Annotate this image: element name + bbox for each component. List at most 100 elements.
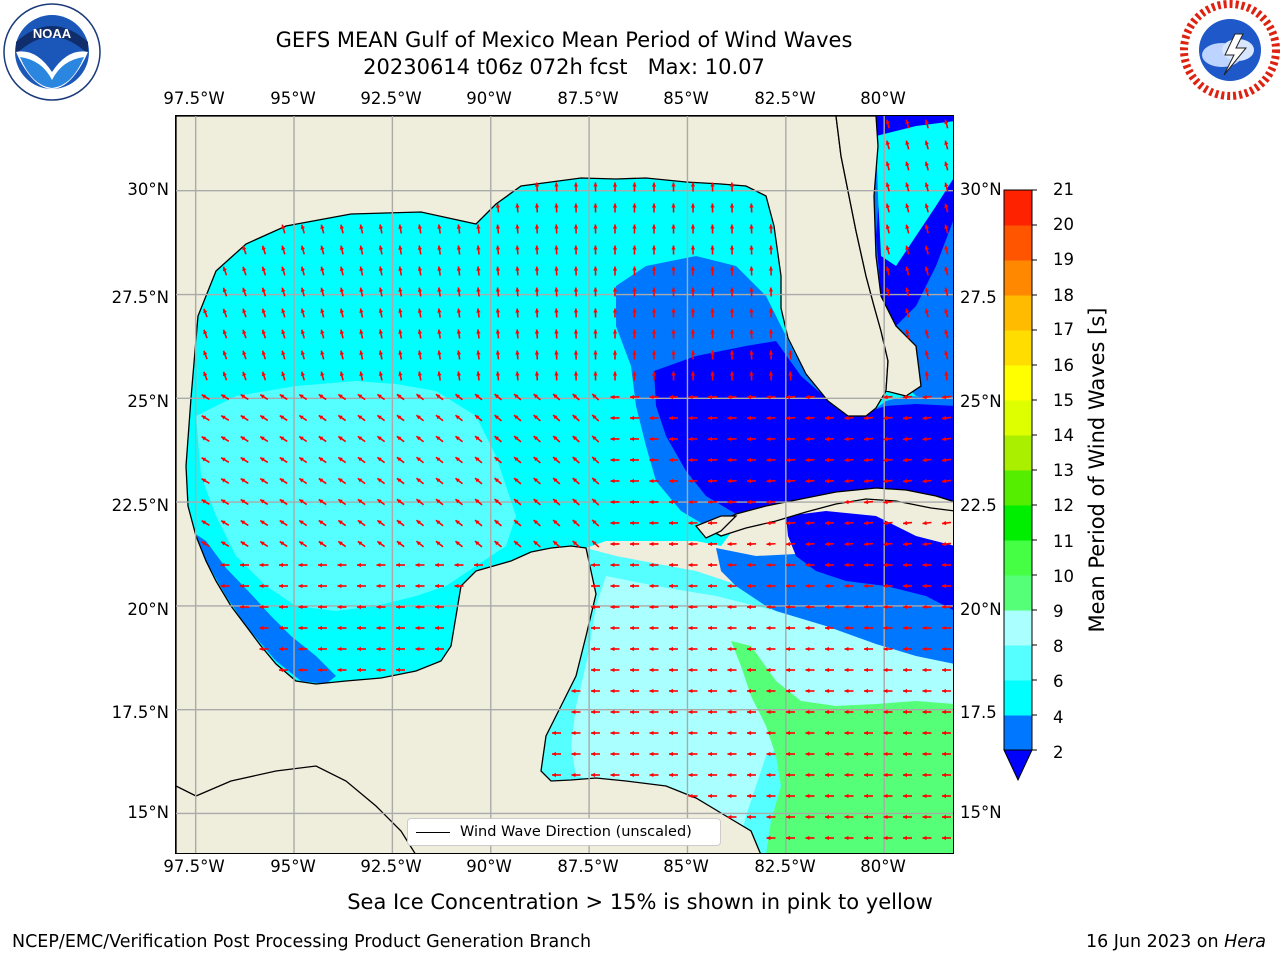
wind-arrow-head xyxy=(903,436,908,442)
wind-arrow-head xyxy=(221,457,226,462)
wind-arrow-head xyxy=(805,709,810,715)
wind-arrow-head xyxy=(514,457,519,462)
wind-arrow-head xyxy=(337,604,342,610)
wind-arrow-head xyxy=(922,688,927,694)
wind-arrow-head xyxy=(201,478,207,483)
wind-arrow-head xyxy=(671,371,676,376)
wind-arrow-head xyxy=(690,245,696,250)
wind-arrow-head xyxy=(690,203,696,208)
wind-arrow-head xyxy=(357,415,363,420)
wind-arrow-head xyxy=(766,583,771,589)
wind-arrow-head xyxy=(885,161,890,167)
wind-arrow-head xyxy=(300,287,305,293)
wind-arrow-head xyxy=(671,287,676,292)
wind-arrow-head xyxy=(591,625,595,631)
wind-arrow-head xyxy=(435,520,441,525)
wind-arrow-head xyxy=(669,520,674,526)
atlantic-light xyxy=(876,121,953,266)
wind-arrow-head xyxy=(299,499,304,504)
wind-arrow-head xyxy=(612,266,618,271)
wind-arrow-head xyxy=(259,604,264,610)
wind-arrow-head xyxy=(221,520,226,525)
wind-arrow-head xyxy=(553,499,558,504)
wind-arrow-head xyxy=(942,478,947,484)
wind-arrow-head xyxy=(649,730,654,736)
wind-arrow-head xyxy=(553,415,558,420)
footer-date: 16 Jun 2023 on Hera xyxy=(1086,932,1266,952)
wind-arrow-head xyxy=(357,520,363,525)
wind-arrow-head xyxy=(924,182,929,188)
wind-arrow-head xyxy=(688,604,693,610)
wind-arrow-head xyxy=(749,329,754,334)
wind-arrow-head xyxy=(710,245,715,250)
wind-arrow-head xyxy=(649,436,654,442)
wind-arrow-head xyxy=(456,224,462,229)
wind-arrow-head xyxy=(203,329,208,335)
wind-arrow-head xyxy=(610,394,615,400)
wind-arrow-head xyxy=(377,541,382,546)
wind-arrow-head xyxy=(649,688,654,694)
wind-arrow-head xyxy=(786,436,791,442)
wind-arrow-head xyxy=(924,371,930,376)
wind-arrow-head xyxy=(844,730,849,736)
wind-arrow-head xyxy=(357,562,361,568)
wind-arrow-head xyxy=(844,541,849,547)
wind-arrow-head xyxy=(495,287,501,292)
wind-arrow-head xyxy=(320,224,325,230)
wind-arrow-head xyxy=(727,646,732,652)
wind-arrow-head xyxy=(688,667,693,673)
wind-arrow-head xyxy=(669,394,674,400)
wind-arrow-head xyxy=(825,478,830,484)
wind-arrow-head xyxy=(883,667,888,673)
wind-arrow-head xyxy=(416,541,421,546)
wind-arrow-head xyxy=(942,835,946,841)
wind-arrow-head xyxy=(924,203,929,209)
wind-arrow-head xyxy=(944,140,949,146)
wind-arrow-head xyxy=(455,394,460,399)
wind-arrow-head xyxy=(903,562,907,568)
wind-arrow-head xyxy=(844,604,849,610)
wind-arrow-head xyxy=(649,520,654,526)
top-lon-ticks: 97.5°W 95°W 92.5°W 90°W 87.5°W 85°W 82.5… xyxy=(0,90,1280,110)
wind-arrow-head xyxy=(573,224,579,229)
wind-arrow-head xyxy=(632,245,637,250)
wind-arrow-head xyxy=(417,329,423,334)
wind-arrow-head xyxy=(610,625,615,631)
wind-arrow-head xyxy=(337,562,342,568)
wind-arrow-head xyxy=(300,266,305,272)
wind-arrow-head xyxy=(261,350,266,356)
wind-arrow-head xyxy=(201,520,207,525)
wind-arrow-head xyxy=(591,772,595,778)
wind-arrow-head xyxy=(416,457,421,462)
colorbar-segment xyxy=(1004,540,1032,576)
wind-arrow-head xyxy=(727,751,732,757)
colorbar-tick: 17 xyxy=(1053,320,1074,339)
wind-arrow-head xyxy=(221,499,226,504)
wind-arrow-head xyxy=(398,266,403,271)
wind-arrow-head xyxy=(708,478,713,484)
wind-arrow-head xyxy=(240,499,246,504)
wind-arrow-head xyxy=(885,245,890,251)
wind-arrow-head xyxy=(279,415,285,420)
wind-arrow-head xyxy=(922,625,927,631)
wind-arrow-head xyxy=(376,583,381,589)
wind-arrow-head xyxy=(688,394,693,400)
wind-arrow-head xyxy=(688,436,693,442)
colorbar-tick: 11 xyxy=(1053,532,1074,551)
wind-arrow-head xyxy=(669,562,673,568)
wind-arrow-head xyxy=(786,541,791,547)
noaa-logo: NOAA xyxy=(2,2,102,102)
wind-arrow-head xyxy=(221,415,226,420)
lon-tick: 80°W xyxy=(860,857,906,876)
wind-arrow-head xyxy=(475,478,480,483)
wind-arrow-head xyxy=(885,140,890,146)
wind-arrow-head xyxy=(922,835,927,841)
wind-arrow-head xyxy=(825,646,829,652)
wind-arrow-head xyxy=(534,287,540,292)
wind-arrow-head xyxy=(708,604,712,610)
wind-arrow-head xyxy=(747,415,752,421)
wind-arrow-head xyxy=(612,350,618,355)
wind-arrow-head xyxy=(220,562,225,568)
wind-arrow-head xyxy=(260,520,265,525)
wind-arrow-head xyxy=(592,477,597,483)
